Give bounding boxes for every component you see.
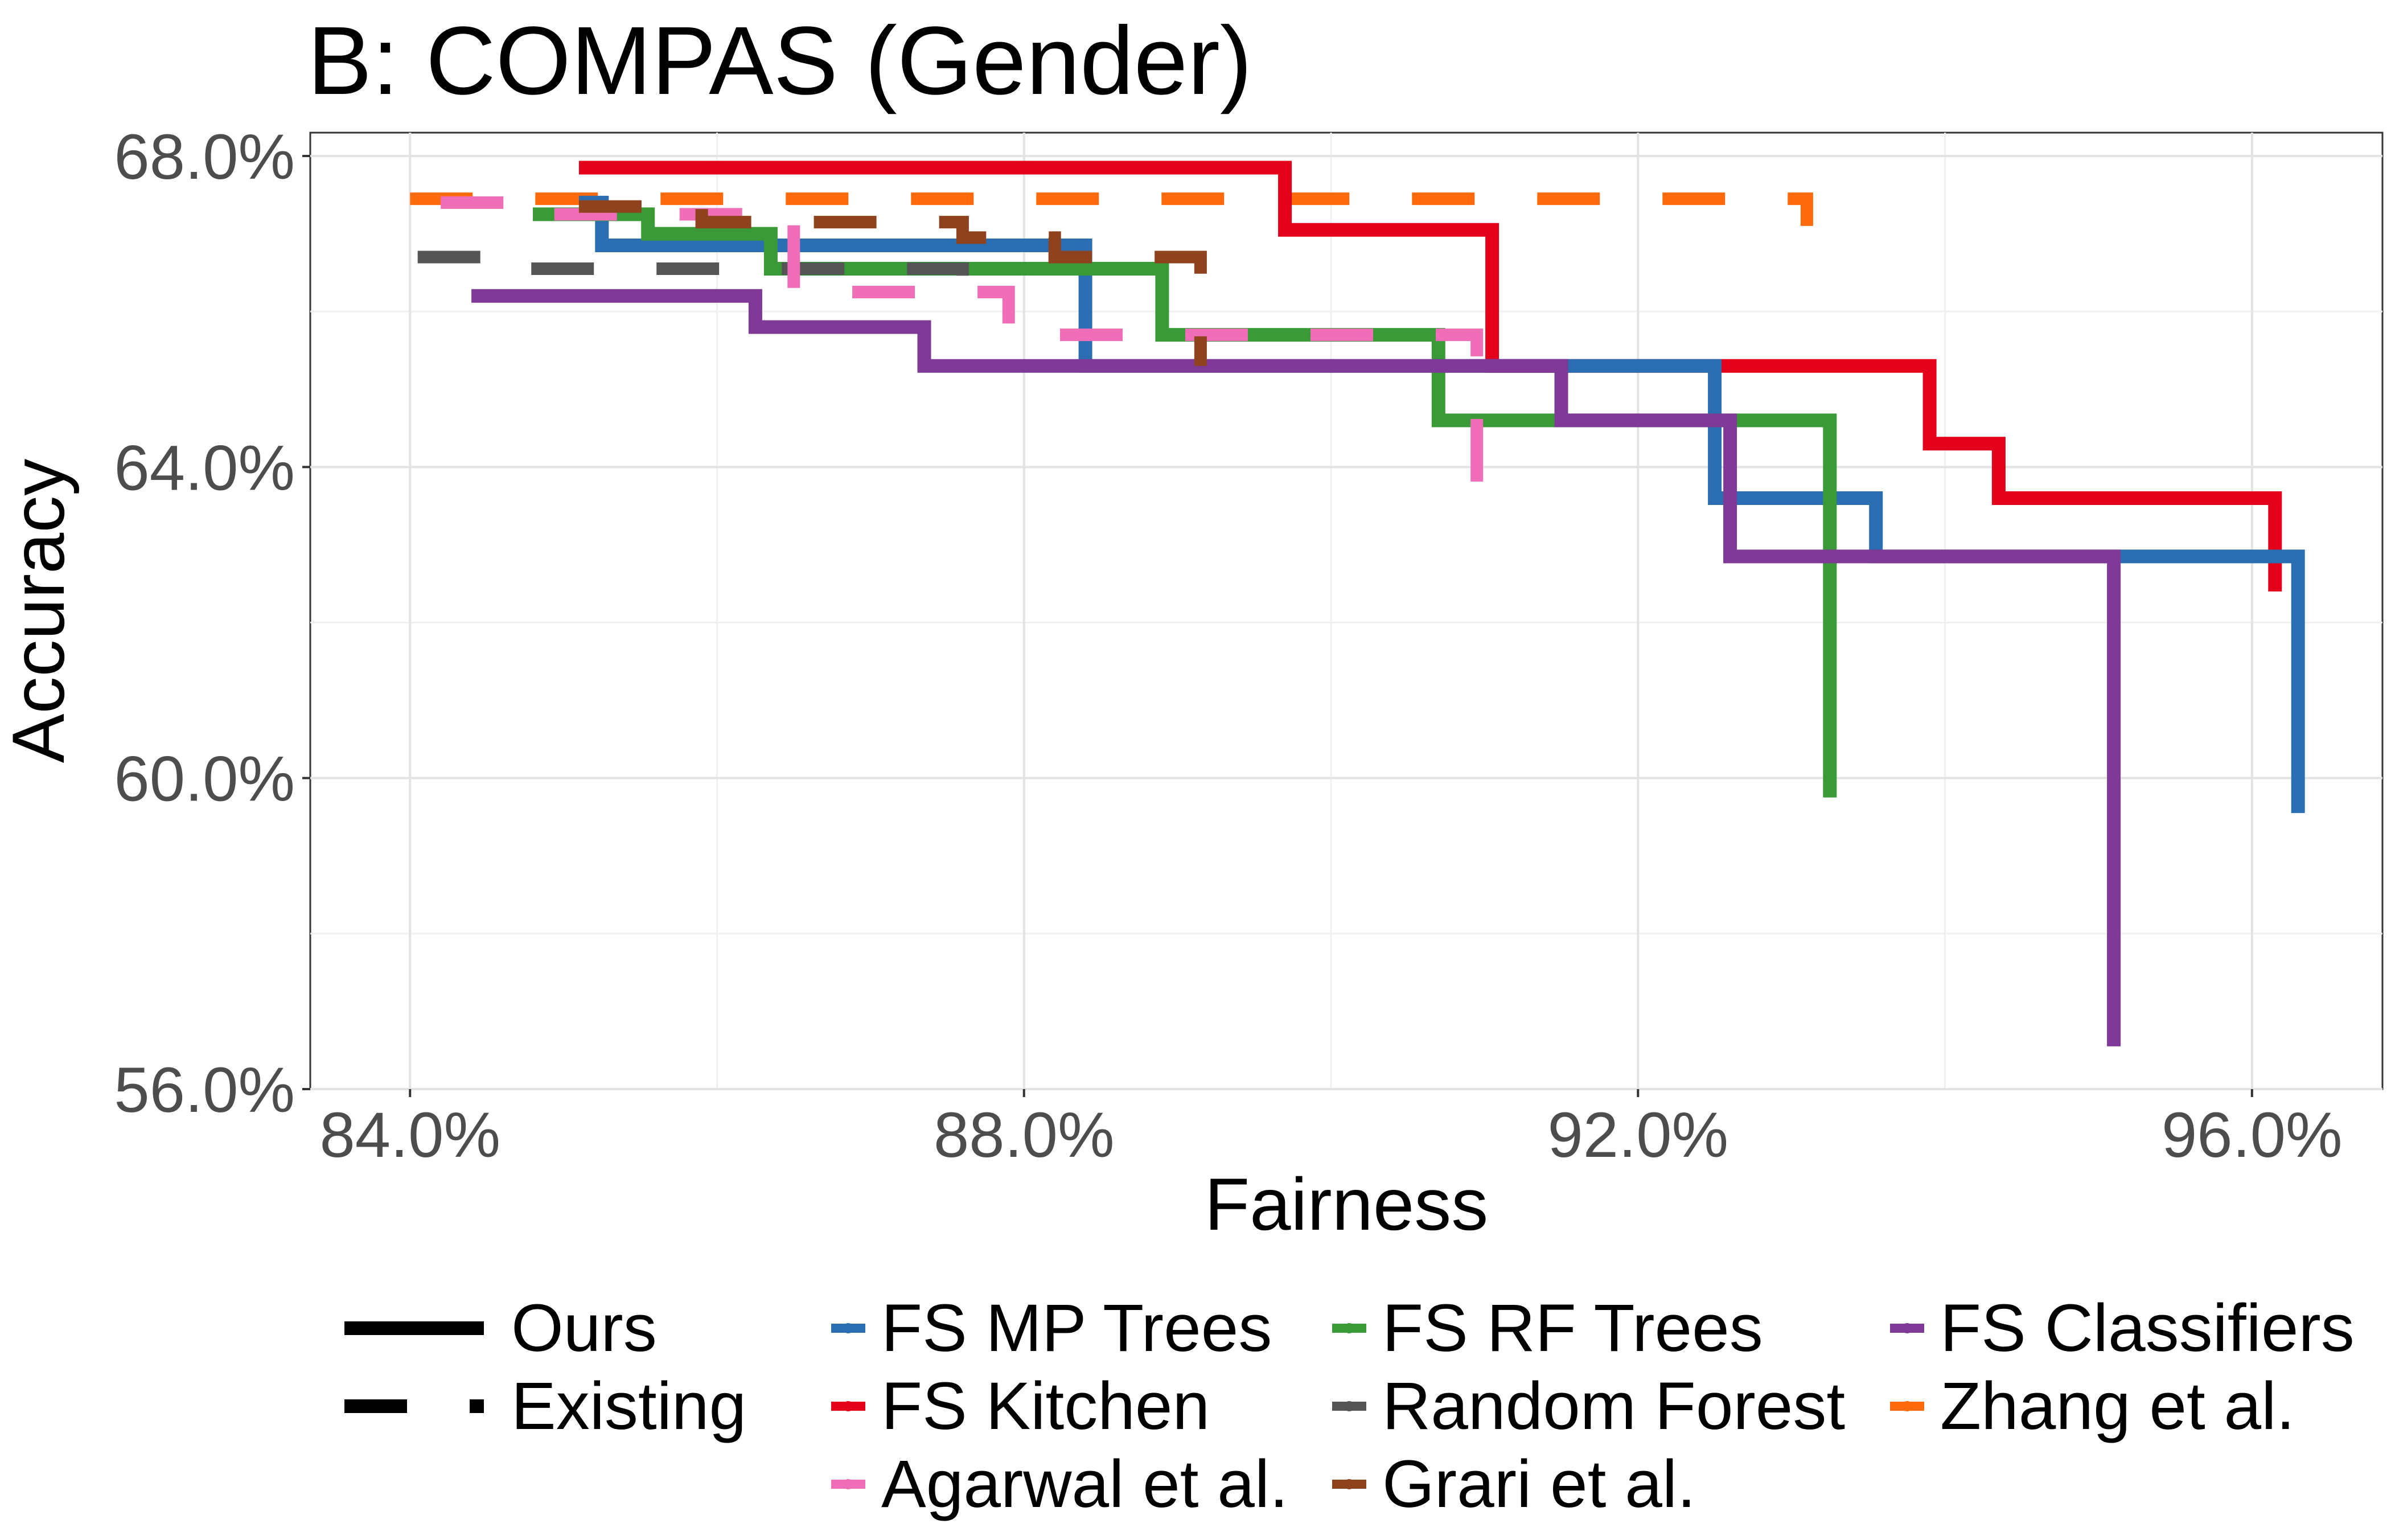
y-tick-label: 64.0% — [114, 432, 295, 503]
legend-label-random-forest: Random Forest — [1382, 1369, 1845, 1444]
series-line-random-forest — [417, 250, 969, 335]
legend-dot-random-forest — [1344, 1401, 1354, 1411]
series-line-fs-classifiers — [471, 289, 2121, 1046]
legend-label-agarwal-et-al: Agarwal et al. — [881, 1447, 1288, 1522]
legend-dot-fs-classifiers — [1902, 1323, 1912, 1333]
legend-label-zhang-et-al: Zhang et al. — [1940, 1369, 2295, 1444]
plot-panel — [309, 132, 2384, 1090]
series-line-grari-et-al — [578, 200, 1207, 366]
x-tick-label: 92.0% — [1548, 1099, 1729, 1171]
legend-label-ours: Ours — [511, 1291, 657, 1366]
x-tick-label: 84.0% — [319, 1099, 500, 1171]
y-tick-label: 60.0% — [114, 744, 295, 815]
legend-dot-fs-kitchen — [843, 1401, 853, 1411]
legend-label-existing: Existing — [511, 1369, 746, 1444]
series-line-agarwal-et-al — [441, 196, 1484, 514]
chart-title: B: COMPAS (Gender) — [307, 7, 1252, 115]
series-line-fs-kitchen — [578, 161, 2282, 592]
y-axis-ticks: 56.0% 60.0% 64.0% 68.0% — [114, 121, 310, 1126]
legend-label-fs-classifiers: FS Classifiers — [1940, 1291, 2355, 1366]
legend-dot-zhang-et-al — [1902, 1401, 1912, 1411]
legend-label-fs-rf-trees: FS RF Trees — [1382, 1291, 1763, 1366]
x-tick-label: 96.0% — [2162, 1099, 2343, 1171]
grid-minor — [310, 133, 2382, 1089]
legend-label-fs-kitchen: FS Kitchen — [881, 1369, 1210, 1444]
x-axis-label: Fairness — [1205, 1163, 1488, 1246]
x-tick-label: 88.0% — [934, 1099, 1115, 1171]
grid-major — [310, 133, 2382, 1090]
series-layer — [410, 161, 2305, 1046]
legend-label-grari-et-al: Grari et al. — [1382, 1447, 1696, 1522]
y-tick-label: 56.0% — [114, 1054, 295, 1126]
legend-label-fs-mp-trees: FS MP Trees — [881, 1291, 1272, 1366]
legend-dot-grari-et-al — [1344, 1479, 1354, 1489]
series-line-zhang-et-al — [410, 192, 1813, 226]
x-axis-ticks: 84.0% 88.0% 92.0% 96.0% — [319, 1089, 2343, 1171]
legend-dot-agarwal-et-al — [843, 1479, 853, 1489]
legend-dot-fs-rf-trees — [1344, 1323, 1354, 1333]
y-axis-label: Accuracy — [0, 459, 80, 763]
legend-dot-fs-mp-trees — [843, 1323, 853, 1333]
y-tick-label: 68.0% — [114, 121, 295, 192]
